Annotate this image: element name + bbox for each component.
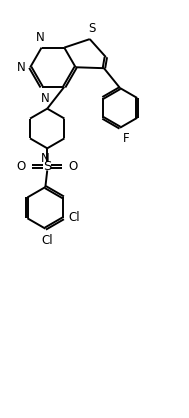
Text: S: S: [43, 160, 51, 173]
Text: N: N: [41, 92, 50, 105]
Text: N: N: [36, 31, 45, 44]
Text: Cl: Cl: [68, 211, 80, 224]
Text: N: N: [41, 152, 50, 165]
Text: F: F: [123, 132, 129, 145]
Text: O: O: [17, 160, 26, 173]
Text: O: O: [69, 160, 78, 173]
Text: Cl: Cl: [41, 234, 53, 247]
Text: N: N: [17, 61, 26, 74]
Text: S: S: [88, 22, 95, 35]
